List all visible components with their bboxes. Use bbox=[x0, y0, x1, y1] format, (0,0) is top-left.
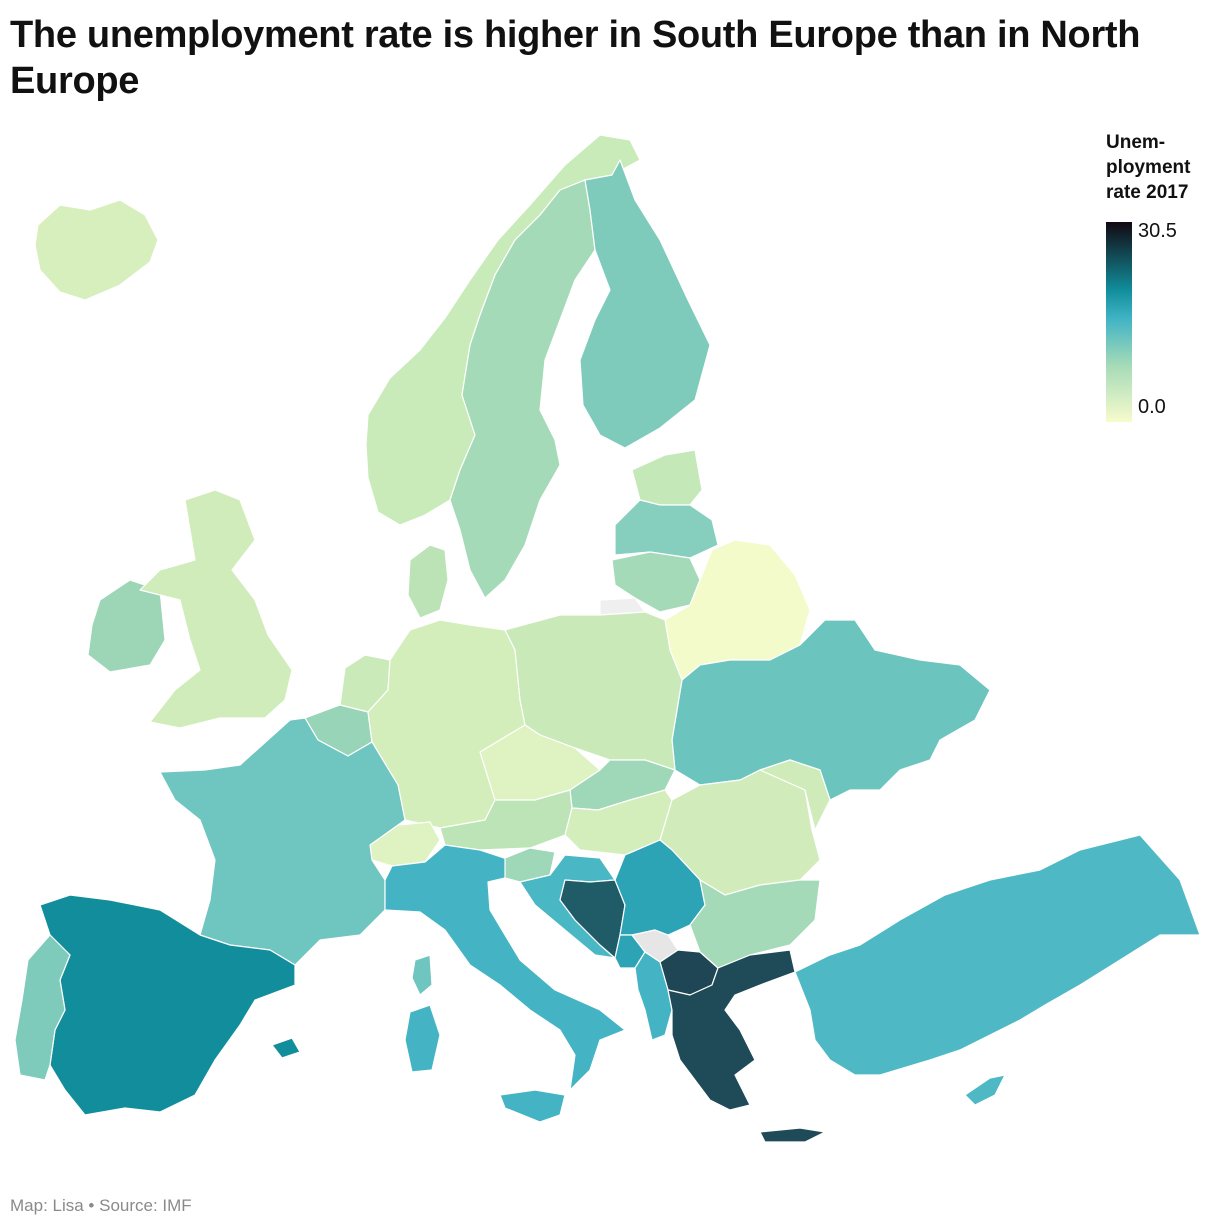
country-turkey[interactable] bbox=[794, 834, 1201, 1076]
legend-title-line: rate 2017 bbox=[1106, 182, 1189, 203]
chart-title: The unemployment rate is higher in South… bbox=[10, 14, 1141, 102]
legend-min-label: 0.0 bbox=[1138, 396, 1166, 418]
country-iceland[interactable] bbox=[34, 199, 159, 301]
legend-max-label: 30.5 bbox=[1138, 220, 1177, 242]
country-balearic[interactable] bbox=[271, 1037, 301, 1059]
legend: Unem- ployment rate 2017 30.5 0.0 bbox=[1106, 130, 1218, 422]
country-bulgaria[interactable] bbox=[689, 879, 821, 969]
country-ireland[interactable] bbox=[87, 579, 166, 673]
country-italy[interactable] bbox=[384, 844, 626, 1091]
legend-color-bar bbox=[1106, 222, 1132, 422]
country-moldova[interactable] bbox=[759, 759, 831, 831]
country-albania[interactable] bbox=[634, 951, 673, 1041]
source-credit: Map: Lisa • Source: IMF bbox=[10, 1196, 192, 1215]
country-sweden[interactable] bbox=[449, 179, 596, 599]
country-denmark[interactable] bbox=[407, 544, 449, 619]
country-sicily[interactable] bbox=[499, 1089, 566, 1123]
country-sardinia[interactable] bbox=[404, 1004, 441, 1073]
country-finland[interactable] bbox=[579, 159, 711, 449]
country-cyprus[interactable] bbox=[964, 1074, 1006, 1106]
legend-title: Unem- ployment rate 2017 bbox=[1106, 130, 1218, 205]
country-greece[interactable] bbox=[667, 949, 796, 1111]
country-united-kingdom[interactable] bbox=[139, 489, 293, 729]
country-corsica[interactable] bbox=[411, 954, 433, 996]
country-france[interactable] bbox=[159, 717, 406, 966]
legend-title-line: ployment bbox=[1106, 157, 1191, 178]
country-estonia[interactable] bbox=[631, 449, 703, 506]
europe-map bbox=[0, 120, 1220, 1180]
legend-title-line: Unem- bbox=[1106, 132, 1166, 153]
country-portugal[interactable] bbox=[14, 934, 71, 1081]
country-crete[interactable] bbox=[759, 1127, 826, 1143]
country-hungary[interactable] bbox=[564, 789, 673, 856]
country-latvia[interactable] bbox=[614, 499, 719, 559]
